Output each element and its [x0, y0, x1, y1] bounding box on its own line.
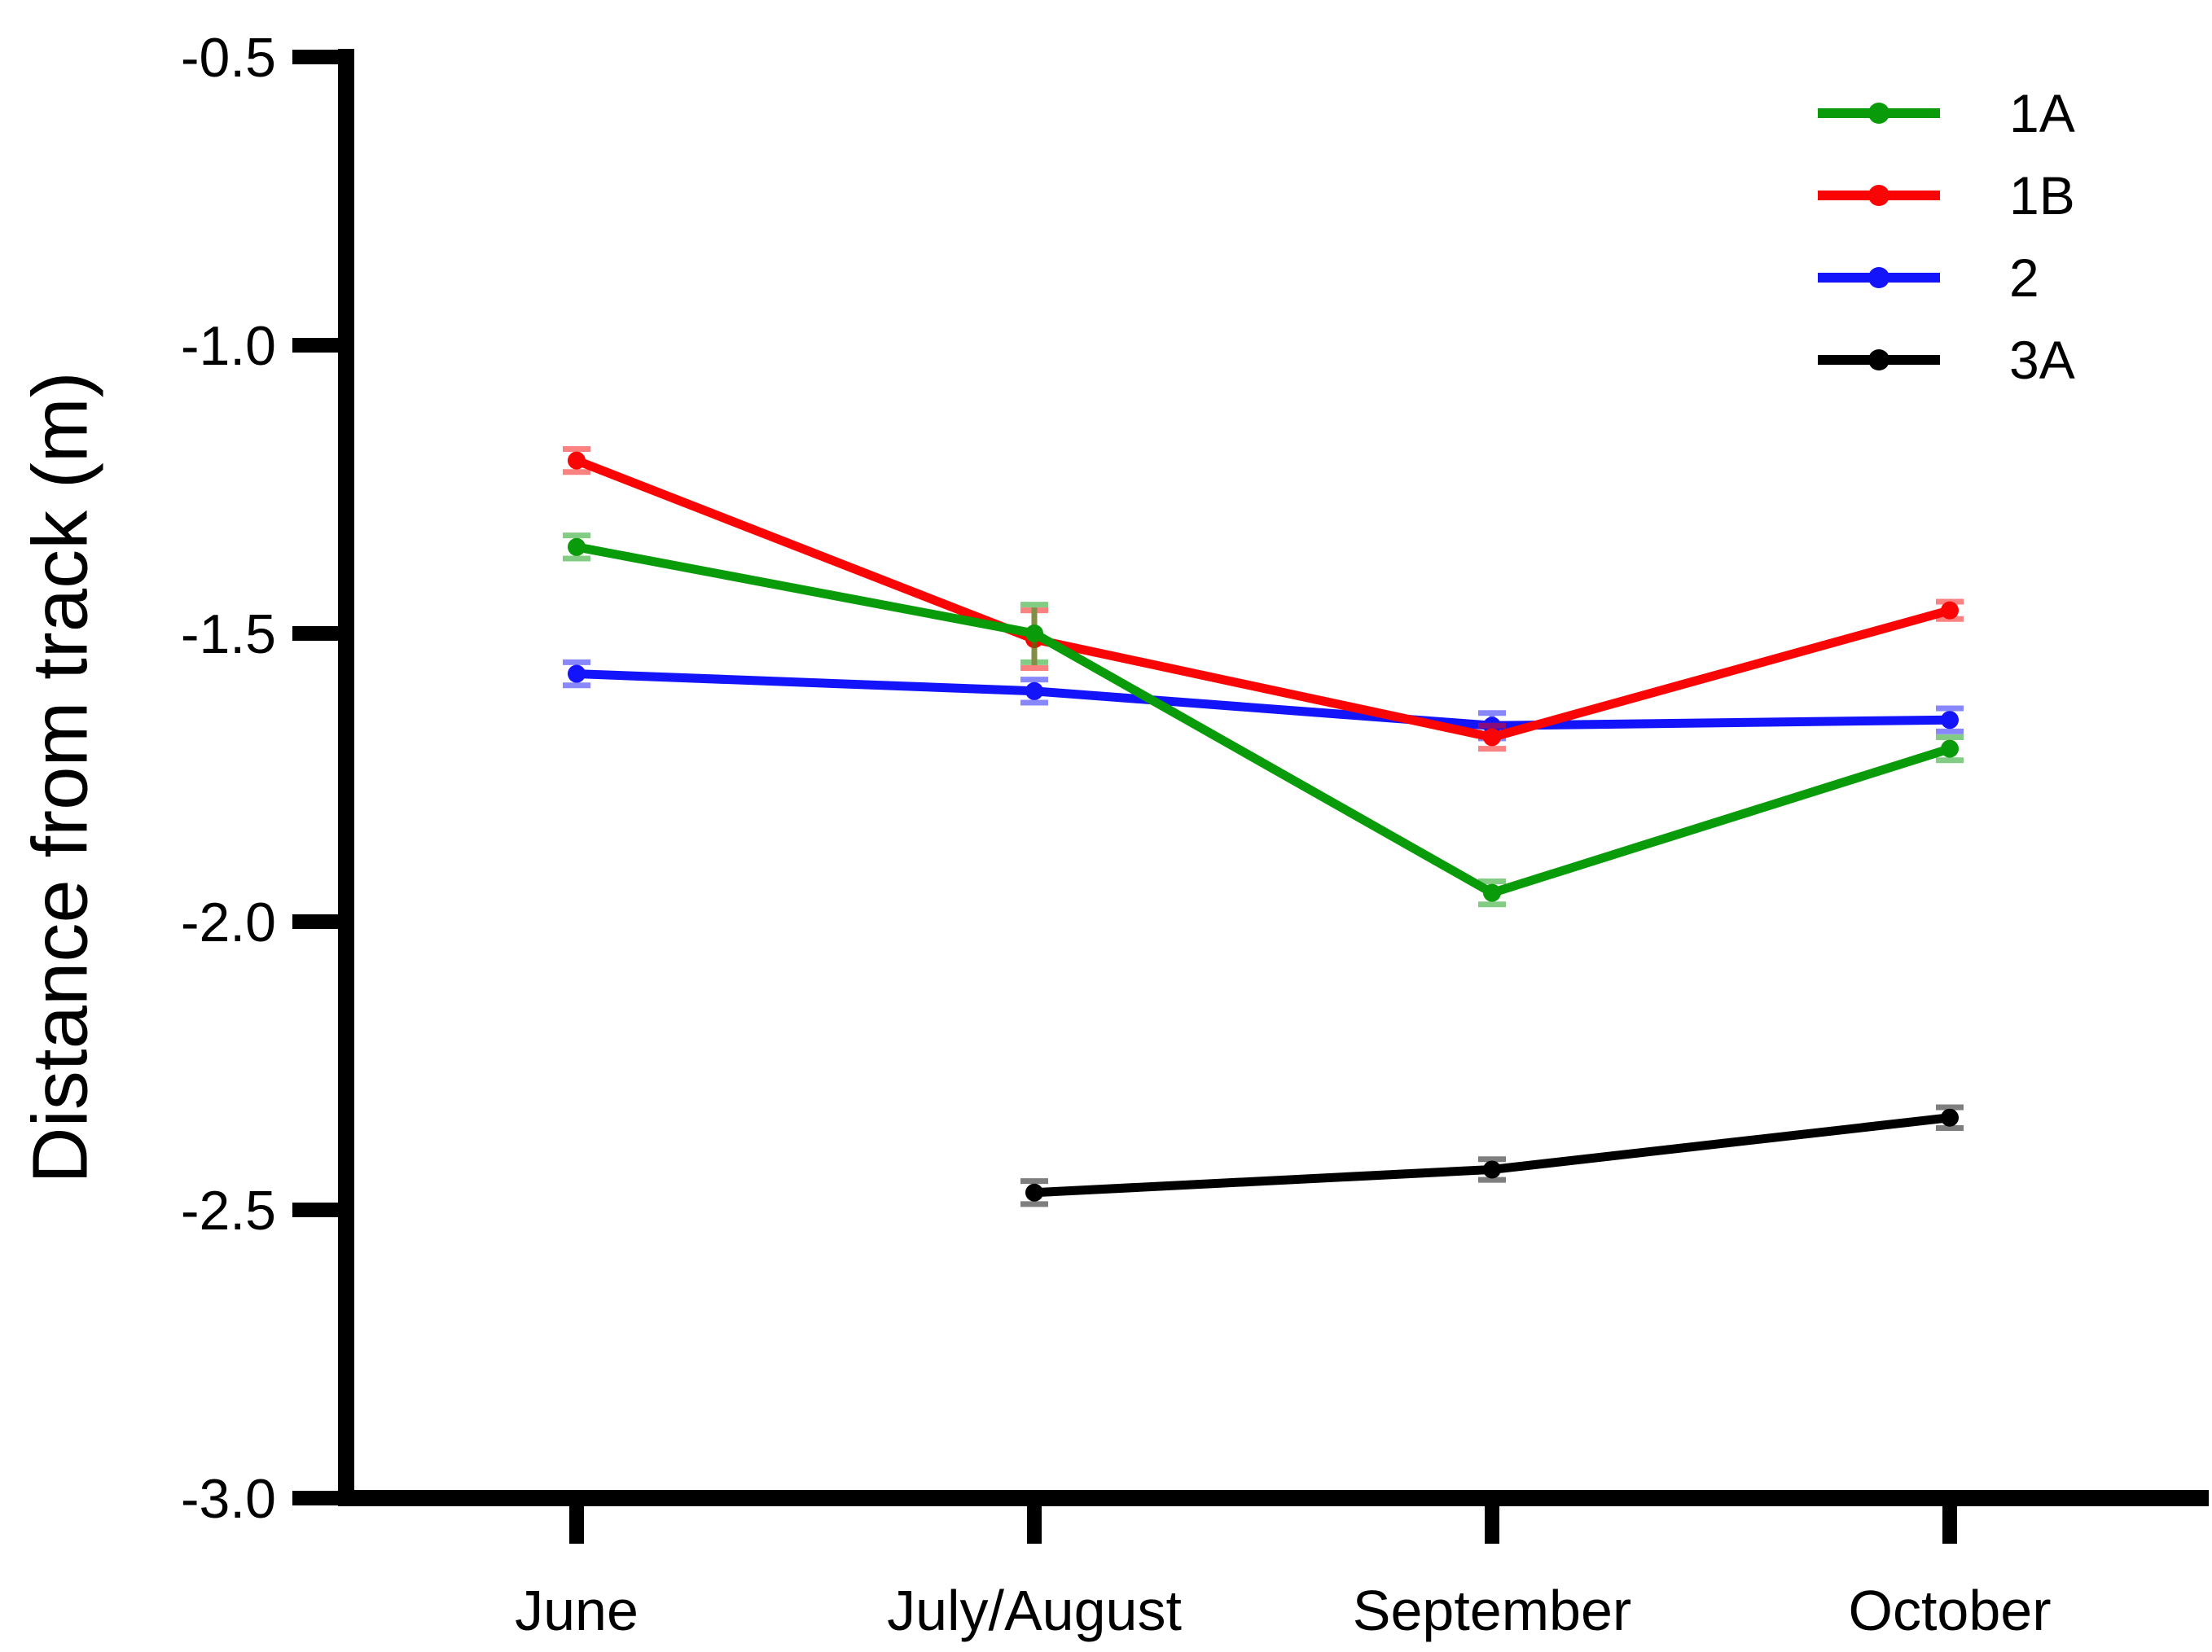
legend-item-1A: 1A — [1818, 72, 2075, 154]
data-point-3A-September — [1483, 1160, 1501, 1179]
data-point-1A-October — [1941, 739, 1959, 758]
legend-marker — [1868, 266, 1889, 288]
series-line-1A — [572, 542, 1955, 898]
legend-label: 3A — [2009, 329, 2075, 390]
legend-item-2: 2 — [1818, 236, 2075, 318]
data-point-3A-October — [1941, 1108, 1959, 1127]
data-point-2-October — [1941, 711, 1959, 730]
data-point-1A-September — [1483, 883, 1501, 902]
legend-label: 1B — [2009, 164, 2075, 226]
y-tick-label: -0.5 — [181, 27, 276, 89]
legend-marker — [1868, 348, 1889, 370]
y-tick-label: -2.0 — [181, 892, 276, 953]
x-tick-label: June — [515, 1579, 639, 1642]
data-point-3A-July/August — [1025, 1183, 1043, 1202]
series-line-2 — [572, 669, 1955, 730]
legend-swatch-1B — [1818, 184, 1940, 206]
y-tick-label: -1.5 — [181, 603, 276, 665]
y-tick-label: -1.0 — [181, 315, 276, 377]
legend-swatch-3A — [1818, 348, 1940, 370]
data-point-2-July/August — [1025, 681, 1043, 700]
legend: 1A 1B 2 3A — [1818, 72, 2075, 401]
legend-marker — [1868, 102, 1889, 124]
legend-label: 1A — [2009, 82, 2075, 143]
series-line-1B — [572, 456, 1955, 742]
data-point-1B-June — [568, 451, 586, 470]
data-point-1A-July/August — [1025, 624, 1043, 642]
x-tick-label: October — [1849, 1579, 2052, 1642]
legend-swatch-2 — [1818, 266, 1940, 288]
data-point-1A-June — [568, 537, 586, 556]
x-tick-label: July/August — [887, 1579, 1182, 1642]
data-point-1B-September — [1483, 728, 1501, 747]
data-point-1B-October — [1941, 601, 1959, 620]
y-tick-label: -2.5 — [181, 1180, 276, 1242]
legend-marker — [1868, 184, 1889, 206]
x-tick-label: September — [1353, 1579, 1631, 1642]
legend-item-3A: 3A — [1818, 318, 2075, 401]
legend-item-1B: 1B — [1818, 154, 2075, 236]
data-point-2-June — [568, 664, 586, 683]
legend-label: 2 — [2009, 247, 2039, 308]
y-tick-label: -3.0 — [181, 1468, 276, 1530]
legend-swatch-1A — [1818, 102, 1940, 124]
